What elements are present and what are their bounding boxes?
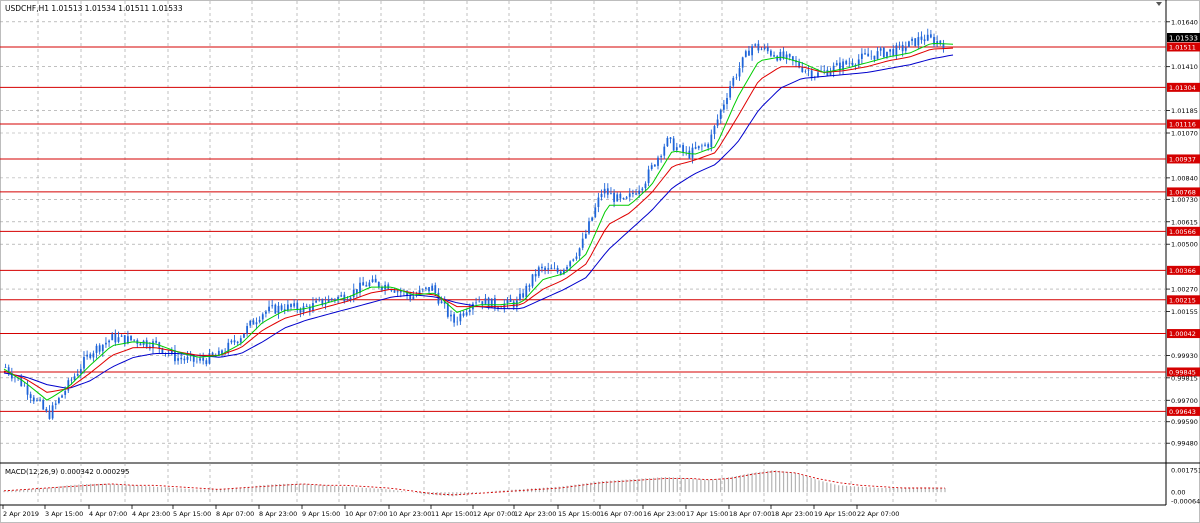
- ma-mid-line: [3, 47, 954, 393]
- price-tick-label: 1.00500: [1171, 241, 1198, 249]
- time-label: 2 Apr 2019: [3, 510, 39, 518]
- level-label: 1.00768: [1169, 188, 1196, 196]
- price-tick-label: 0.99930: [1171, 352, 1198, 360]
- price-tick-label: 0.99700: [1171, 397, 1198, 405]
- level-label: 0.99845: [1169, 368, 1196, 376]
- macd-signal-line: [3, 471, 945, 496]
- chart-title: USDCHF,H1 1.01513 1.01534 1.01511 1.0153…: [5, 4, 183, 13]
- time-label: 9 Apr 15:00: [302, 510, 340, 518]
- level-label-bg: [1167, 329, 1200, 339]
- level-label-bg: [1167, 154, 1200, 164]
- time-label: 8 Apr 07:00: [216, 510, 254, 518]
- level-label: 1.00215: [1169, 296, 1196, 304]
- time-label: 3 Apr 15:00: [45, 510, 83, 518]
- time-label: 4 Apr 23:00: [132, 510, 170, 518]
- time-label: 17 Apr 15:00: [686, 510, 728, 518]
- level-label: 0.99643: [1169, 408, 1196, 416]
- level-label-bg: [1167, 295, 1200, 305]
- time-label: 12 Apr 23:00: [514, 510, 556, 518]
- horizontal-levels: 1.01511 1.01304 1.01116 1.00937 1.00768 1.005…: [0, 42, 1200, 416]
- time-label: 11 Apr 15:00: [431, 510, 473, 518]
- level-label: 1.01116: [1169, 121, 1196, 129]
- level-label-bg: [1167, 42, 1200, 52]
- moving-averages: [3, 42, 954, 401]
- time-label: 19 Apr 15:00: [814, 510, 856, 518]
- level-label-bg: [1167, 119, 1200, 129]
- level-label-bg: [1167, 265, 1200, 275]
- current-price-label: 1.01533: [1169, 35, 1198, 43]
- time-label: 12 Apr 07:00: [473, 510, 515, 518]
- level-label: 1.00566: [1169, 228, 1196, 236]
- chart-shift-marker-icon[interactable]: [1156, 2, 1162, 6]
- time-label: 16 Apr 07:00: [600, 510, 642, 518]
- time-axis: 2 Apr 2019 3 Apr 15:00 4 Apr 07:00 4 Apr 23…: [2, 505, 899, 518]
- price-tick-label: 0.99590: [1171, 418, 1198, 426]
- level-label-bg: [1167, 406, 1200, 416]
- level-label: 1.01511: [1169, 43, 1196, 51]
- time-label: 4 Apr 07:00: [89, 510, 127, 518]
- time-label: 22 Apr 07:00: [857, 510, 899, 518]
- price-tick-label: 1.00270: [1171, 286, 1198, 294]
- price-tick-label: 1.00615: [1171, 218, 1198, 226]
- macd-tick-label: 0.00: [1171, 489, 1185, 497]
- time-label: 15 Apr 15:00: [558, 510, 600, 518]
- time-label: 5 Apr 15:00: [173, 510, 211, 518]
- candles: [4, 28, 945, 420]
- price-tick-label: 0.99480: [1171, 440, 1198, 448]
- price-tick-label: 1.00730: [1171, 196, 1198, 204]
- price-tick-label: 1.01185: [1171, 107, 1198, 115]
- price-tick-label: 1.01410: [1171, 63, 1198, 71]
- time-label: 10 Apr 23:00: [389, 510, 431, 518]
- time-label: 10 Apr 07:00: [345, 510, 387, 518]
- macd-tick-label: 0.001751: [1171, 467, 1200, 475]
- price-tick-label: 1.01640: [1171, 18, 1198, 26]
- level-label-bg: [1167, 187, 1200, 197]
- level-label: 1.01304: [1169, 84, 1196, 92]
- price-tick-label: 1.00840: [1171, 174, 1198, 182]
- level-label: 1.00366: [1169, 267, 1196, 275]
- time-label: 18 Apr 07:00: [729, 510, 771, 518]
- time-label: 16 Apr 23:00: [643, 510, 685, 518]
- current-price-marker: [1167, 33, 1200, 42]
- price-tick-label: 1.00155: [1171, 308, 1198, 316]
- time-label: 8 Apr 23:00: [259, 510, 297, 518]
- price-tick-label: 1.01070: [1171, 130, 1198, 138]
- level-label-bg: [1167, 367, 1200, 377]
- macd-title: MACD(12,26,9) 0.000342 0.000295: [5, 468, 129, 476]
- level-label: 1.00937: [1169, 155, 1196, 163]
- level-label-bg: [1167, 226, 1200, 236]
- level-label: 1.00042: [1169, 330, 1196, 338]
- price-tick-label: 0.99815: [1171, 374, 1198, 382]
- time-label: 18 Apr 23:00: [771, 510, 813, 518]
- price-scale: 1.01640 1.01410 1.01185 1.01070 1.00840 1.007…: [1166, 18, 1198, 448]
- level-label-bg: [1167, 82, 1200, 92]
- ma-fast-line: [3, 42, 954, 401]
